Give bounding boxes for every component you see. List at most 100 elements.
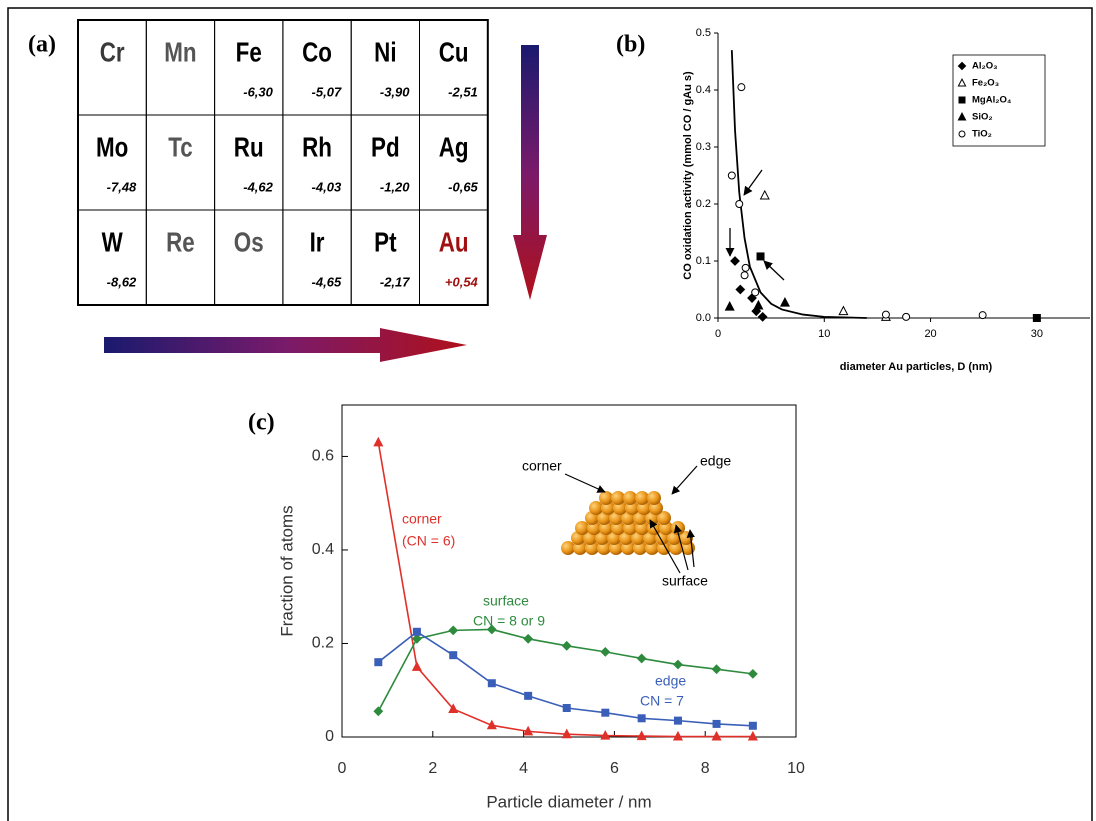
marker — [1033, 315, 1040, 322]
marker — [563, 642, 571, 650]
series-label: surface — [483, 593, 529, 609]
atom — [635, 491, 649, 505]
element-value: -4,03 — [312, 179, 342, 194]
marker — [958, 62, 965, 69]
marker — [738, 84, 745, 91]
atom — [611, 491, 625, 505]
marker — [525, 692, 532, 699]
marker — [674, 660, 682, 668]
legend-label: TiO₂ — [972, 129, 992, 140]
marker — [374, 438, 382, 446]
x-tick-label: 0 — [338, 760, 347, 777]
marker — [839, 307, 847, 315]
y-axis-label: CO oxidation activity (mmol CO / gAu s) — [682, 71, 694, 280]
marker — [761, 191, 769, 199]
x-tick-label: 20 — [924, 328, 936, 340]
x-tick-label: 10 — [787, 760, 805, 777]
element-symbol: Ag — [439, 132, 469, 163]
inset-arrow — [672, 466, 697, 494]
element-symbol: Rh — [302, 132, 332, 163]
legend-label: Al₂O₃ — [972, 61, 998, 72]
element-symbol: Mn — [164, 37, 196, 68]
marker — [563, 705, 570, 712]
marker — [638, 715, 645, 722]
inset-arrow — [565, 474, 605, 492]
element-value: -5,07 — [312, 84, 342, 99]
element-symbol: Pt — [374, 227, 397, 258]
marker — [601, 648, 609, 656]
element-value: -4,62 — [243, 179, 273, 194]
x-tick-label: 4 — [519, 760, 528, 777]
element-value: -1,20 — [380, 179, 410, 194]
marker — [749, 722, 756, 729]
element-symbol: Mo — [96, 132, 128, 163]
atom — [589, 501, 603, 515]
marker — [958, 113, 965, 120]
y-tick-label: 0.3 — [696, 141, 711, 153]
marker — [413, 628, 420, 635]
trend-arrow — [513, 45, 547, 300]
y-tick-label: 0.5 — [696, 27, 711, 39]
atom — [623, 491, 637, 505]
figure-frame — [8, 8, 1092, 821]
marker — [882, 311, 889, 318]
element-value: -6,30 — [243, 84, 273, 99]
y-axis-label: Fraction of atoms — [277, 505, 296, 636]
marker — [781, 298, 789, 306]
atom — [647, 491, 661, 505]
marker — [758, 313, 766, 321]
panel-label: (a) — [28, 32, 56, 58]
element-value: -4,65 — [312, 274, 342, 289]
element-symbol: Au — [439, 227, 469, 258]
marker — [736, 285, 744, 293]
element-symbol: Os — [234, 227, 264, 258]
element-symbol: Fe — [236, 37, 262, 68]
trend-arrow — [104, 328, 467, 362]
element-value: +0,54 — [445, 274, 479, 289]
x-tick-label: 0 — [715, 328, 721, 340]
y-tick-label: 0.1 — [696, 255, 711, 267]
x-tick-label: 30 — [1031, 328, 1043, 340]
y-tick-label: 0.4 — [696, 84, 711, 96]
marker — [754, 301, 762, 309]
element-value: -7,48 — [107, 179, 137, 194]
element-symbol: Co — [302, 37, 332, 68]
series-annotation: CN = 7 — [640, 693, 684, 709]
marker — [752, 289, 759, 296]
marker — [374, 707, 382, 715]
marker — [903, 313, 910, 320]
marker — [757, 253, 764, 260]
marker — [728, 172, 735, 179]
panel-label: (b) — [616, 32, 645, 58]
marker — [713, 720, 720, 727]
y-tick-label: 0.4 — [312, 541, 334, 558]
y-tick-label: 0.0 — [696, 312, 711, 324]
marker — [959, 131, 965, 137]
marker — [712, 665, 720, 673]
marker — [742, 264, 749, 271]
y-tick-label: 0.6 — [312, 448, 334, 465]
marker — [731, 257, 739, 265]
marker — [959, 97, 965, 103]
x-tick-label: 2 — [428, 760, 437, 777]
marker — [979, 312, 986, 319]
pointer-arrow — [744, 170, 762, 195]
atom — [575, 521, 589, 535]
series-label: corner — [402, 511, 442, 527]
pointer-arrow — [764, 261, 784, 280]
x-tick-label: 6 — [610, 760, 619, 777]
marker — [637, 654, 645, 662]
x-tick-label: 10 — [818, 328, 830, 340]
element-value: -8,62 — [107, 274, 137, 289]
atom — [561, 541, 575, 555]
series-label: edge — [655, 673, 686, 689]
element-value: -0,65 — [448, 179, 478, 194]
element-symbol: Ru — [234, 132, 264, 163]
series-line — [378, 629, 753, 711]
x-axis-label: Particle diameter / nm — [486, 792, 651, 811]
marker — [749, 670, 757, 678]
y-tick-label: 0 — [325, 728, 334, 745]
element-symbol: Cr — [100, 37, 125, 68]
series-annotation: CN = 8 or 9 — [473, 613, 545, 629]
